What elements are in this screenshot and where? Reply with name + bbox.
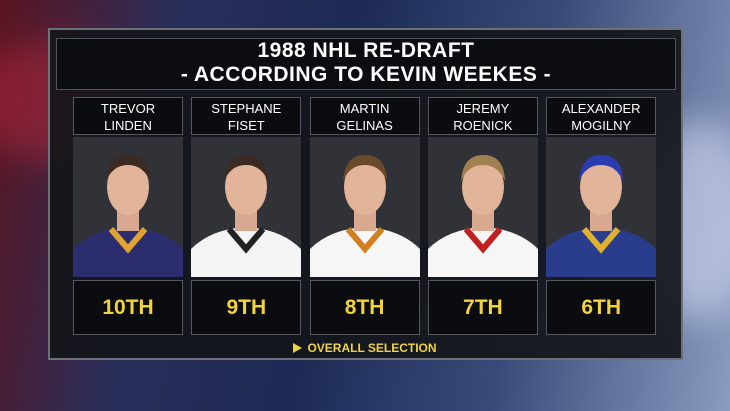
last-name: GELINAS	[336, 118, 393, 133]
name-box: MARTIN GELINAS	[309, 97, 420, 135]
first-name: ALEXANDER	[561, 101, 641, 116]
headshot	[427, 137, 538, 277]
name-box: TREVOR LINDEN	[73, 97, 183, 135]
name-box: STEPHANE FISET	[191, 97, 302, 135]
title-box: 1988 NHL RE-DRAFT - ACCORDING TO KEVIN W…	[56, 38, 676, 90]
last-name: FISET	[227, 118, 265, 133]
pick-box: 7TH	[427, 280, 538, 335]
first-name: TREVOR	[100, 101, 156, 116]
headshot	[546, 137, 657, 277]
last-name: ROENICK	[453, 118, 513, 133]
footer: OVERALL SELECTION	[0, 341, 730, 355]
pick-box: 8TH	[309, 280, 420, 335]
player-photo	[427, 137, 538, 277]
subtitle: - ACCORDING TO KEVIN WEEKES -	[180, 63, 552, 86]
first-name: STEPHANE	[211, 101, 282, 116]
pick-box: 10TH	[73, 280, 183, 335]
pick-box: 6TH	[546, 280, 657, 335]
pick-box: 9TH	[191, 280, 302, 335]
headshot	[309, 137, 420, 277]
title: 1988 NHL RE-DRAFT	[257, 39, 475, 62]
footer-label: OVERALL SELECTION	[307, 341, 437, 355]
player-column: MARTIN GELINAS 8TH	[309, 97, 420, 335]
first-name: MARTIN	[339, 101, 390, 116]
headshot	[191, 137, 302, 277]
player-photo	[191, 137, 302, 277]
player-column: ALEXANDER MOGILNY 6TH	[546, 97, 657, 335]
player-column: STEPHANE FISET 9TH	[191, 97, 302, 335]
first-name: JEREMY	[456, 101, 510, 116]
headshot	[73, 137, 183, 277]
player-photo	[546, 137, 657, 277]
player-column: JEREMY ROENICK 7TH	[427, 97, 538, 335]
last-name: LINDEN	[104, 118, 152, 133]
arrow-icon	[293, 343, 303, 353]
name-box: JEREMY ROENICK	[427, 97, 538, 135]
player-photo	[73, 137, 183, 277]
player-photo	[309, 137, 420, 277]
name-box: ALEXANDER MOGILNY	[546, 97, 657, 135]
last-name: MOGILNY	[571, 118, 632, 133]
player-column: TREVOR LINDEN 10TH	[73, 97, 183, 335]
